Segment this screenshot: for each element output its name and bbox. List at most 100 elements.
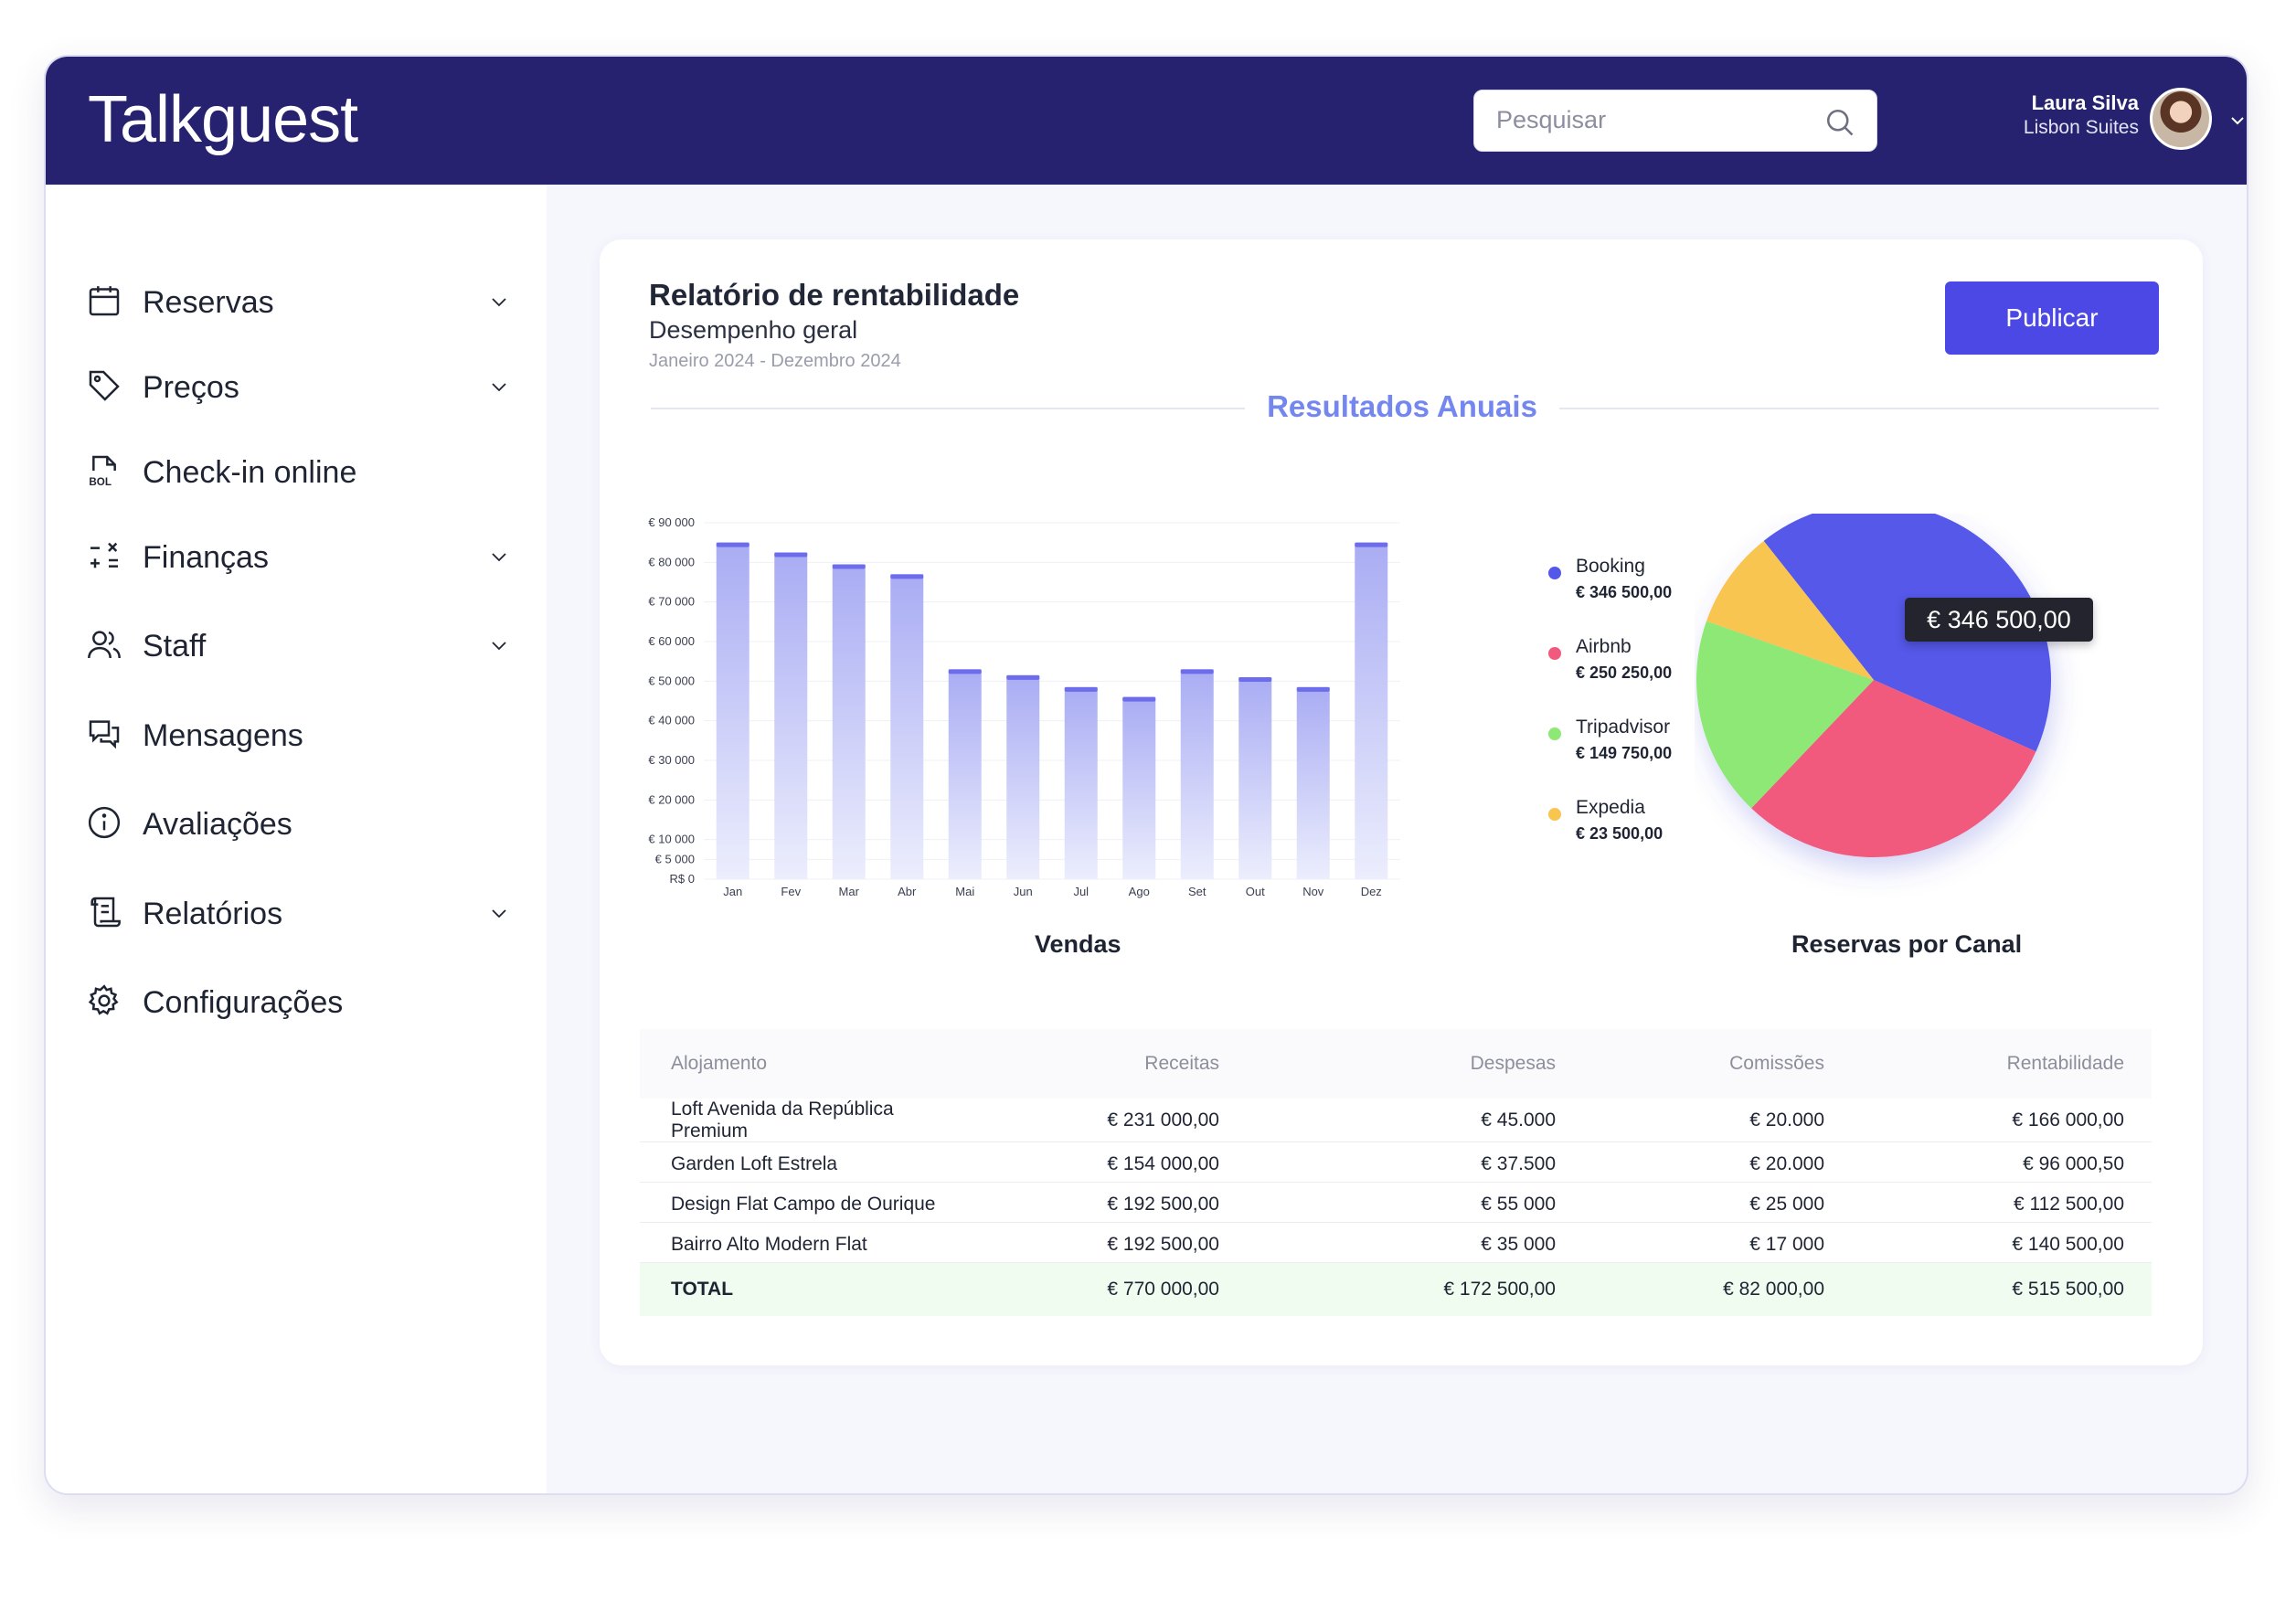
user-hotel: Lisbon Suites <box>2023 117 2139 138</box>
table-row[interactable]: Garden Loft Estrela € 154 000,00 € 37.50… <box>640 1142 2152 1183</box>
total-receitas: € 770 000,00 <box>1107 1279 1219 1300</box>
search-input[interactable]: Pesquisar <box>1473 90 1877 152</box>
chevron-down-icon[interactable] <box>488 376 510 398</box>
chevron-down-icon[interactable] <box>488 902 510 924</box>
sidebar-item-avaliacoes[interactable]: Avaliações <box>46 791 547 855</box>
bar-cap <box>1122 696 1156 702</box>
pie-slice[interactable] <box>1751 680 2036 857</box>
cell-alojamento: Bairro Alto Modern Flat <box>671 1234 867 1255</box>
bar[interactable] <box>890 574 924 879</box>
bar[interactable] <box>1122 696 1156 879</box>
sidebar-item-label: Preços <box>143 370 239 405</box>
sidebar-item-label: Configurações <box>143 985 344 1020</box>
y-tick-label: € 50 000 <box>648 674 695 687</box>
pie-tooltip: € 346 500,00 <box>1905 598 2093 642</box>
top-bar: Talkguest Pesquisar Laura Silva Lisbon S… <box>46 57 2247 185</box>
table-row[interactable]: Loft Avenida da República Premium € 231 … <box>640 1099 2152 1142</box>
svg-text:BOL: BOL <box>89 476 112 488</box>
bar-cap <box>1180 669 1214 674</box>
bar[interactable] <box>948 669 982 879</box>
messages-icon <box>89 720 120 749</box>
column-header[interactable]: Comissões <box>1729 1053 1824 1074</box>
user-name[interactable]: Laura Silva <box>2031 91 2139 114</box>
bar[interactable] <box>1064 686 1098 879</box>
sidebar-item-check-in-online[interactable]: BOL Check-in online <box>46 439 547 503</box>
chevron-down-icon[interactable] <box>488 291 510 313</box>
column-header[interactable]: Alojamento <box>671 1053 768 1074</box>
pie-slice[interactable] <box>1696 621 1874 809</box>
app-logo[interactable]: Talkguest <box>88 83 358 156</box>
cell-comissoes: € 20.000 <box>1749 1109 1824 1131</box>
bar[interactable] <box>1180 669 1214 879</box>
column-header[interactable]: Rentabilidade <box>2006 1053 2124 1074</box>
legend-name: Tripadvisor <box>1576 717 1671 738</box>
cell-receitas: € 231 000,00 <box>1107 1109 1219 1131</box>
sidebar-item-precos[interactable]: Preços <box>46 354 547 418</box>
cell-comissoes: € 20.000 <box>1749 1153 1824 1174</box>
cell-despesas: € 35 000 <box>1481 1234 1556 1255</box>
sidebar: Reservas Preços BOL Check-in online Fina… <box>46 185 547 1493</box>
sidebar-item-configuracoes[interactable]: Configurações <box>46 969 547 1033</box>
legend-dot <box>1548 647 1561 660</box>
sidebar-item-reservas[interactable]: Reservas <box>46 269 547 333</box>
sidebar-item-financas[interactable]: Finanças <box>46 524 547 588</box>
bar[interactable] <box>1006 674 1040 879</box>
bar-cap <box>1238 677 1272 682</box>
column-header[interactable]: Despesas <box>1470 1053 1556 1074</box>
total-label: TOTAL <box>671 1279 734 1300</box>
table-row[interactable]: Bairro Alto Modern Flat € 192 500,00 € 3… <box>640 1223 2152 1263</box>
bar[interactable] <box>774 552 808 880</box>
x-tick-label: Dez <box>1361 885 1382 898</box>
report-period: Janeiro 2024 - Dezembro 2024 <box>649 351 901 371</box>
sidebar-item-relatorios[interactable]: Relatórios <box>46 880 547 944</box>
x-tick-label: Out <box>1246 885 1265 898</box>
divider <box>651 408 1245 409</box>
cell-rentabilidade: € 96 000,50 <box>2023 1153 2124 1174</box>
bar[interactable] <box>1296 686 1330 879</box>
cell-comissoes: € 17 000 <box>1749 1234 1824 1255</box>
chevron-down-icon[interactable] <box>2227 110 2248 132</box>
table-header: Alojamento Receitas Despesas Comissões R… <box>640 1029 2152 1099</box>
cell-alojamento: Loft Avenida da República Premium <box>671 1099 894 1142</box>
legend-dot <box>1548 567 1561 579</box>
bar-cap <box>832 564 866 569</box>
cell-text: Loft Avenida da República <box>671 1099 894 1120</box>
users-icon <box>88 631 121 659</box>
publish-button[interactable]: Publicar <box>1945 281 2159 355</box>
y-tick-label: € 30 000 <box>648 753 695 767</box>
cell-despesas: € 55 000 <box>1481 1194 1556 1215</box>
search-icon[interactable] <box>1823 106 1856 139</box>
cell-comissoes: € 25 000 <box>1749 1194 1824 1215</box>
cell-rentabilidade: € 112 500,00 <box>2013 1194 2124 1215</box>
column-header[interactable]: Receitas <box>1144 1053 1219 1074</box>
x-tick-label: Nov <box>1302 885 1324 898</box>
legend-value: € 149 750,00 <box>1576 744 1673 762</box>
pie-slice[interactable] <box>1706 540 1874 680</box>
x-tick-label: Mar <box>839 885 860 898</box>
channel-pie-chart <box>1696 514 2051 857</box>
table-row[interactable]: Design Flat Campo de Ourique € 192 500,0… <box>640 1183 2152 1223</box>
bar-cap <box>948 669 982 674</box>
avatar[interactable] <box>2150 88 2212 150</box>
sidebar-item-staff[interactable]: Staff <box>46 612 547 676</box>
legend-dot <box>1548 808 1561 821</box>
legend-value: € 250 250,00 <box>1576 663 1673 682</box>
report-title: Relatório de rentabilidade <box>649 278 1020 312</box>
info-icon <box>88 806 121 839</box>
bar-cap <box>716 542 749 547</box>
bar[interactable] <box>1355 542 1388 879</box>
chevron-down-icon[interactable] <box>488 546 510 568</box>
sidebar-item-label: Check-in online <box>143 455 357 490</box>
chevron-down-icon[interactable] <box>488 634 510 656</box>
legend-value: € 346 500,00 <box>1576 583 1673 601</box>
sidebar-item-label: Mensagens <box>143 718 303 753</box>
bar[interactable] <box>832 564 866 880</box>
bar[interactable] <box>716 542 749 879</box>
sidebar-item-mensagens[interactable]: Mensagens <box>46 702 547 766</box>
sidebar-item-label: Relatórios <box>143 897 283 931</box>
y-tick-label: R$ 0 <box>670 872 695 886</box>
legend-name: Airbnb <box>1576 636 1632 657</box>
cell-alojamento: Design Flat Campo de Ourique <box>671 1194 936 1215</box>
cell-receitas: € 192 500,00 <box>1107 1234 1219 1255</box>
bar[interactable] <box>1238 677 1272 879</box>
